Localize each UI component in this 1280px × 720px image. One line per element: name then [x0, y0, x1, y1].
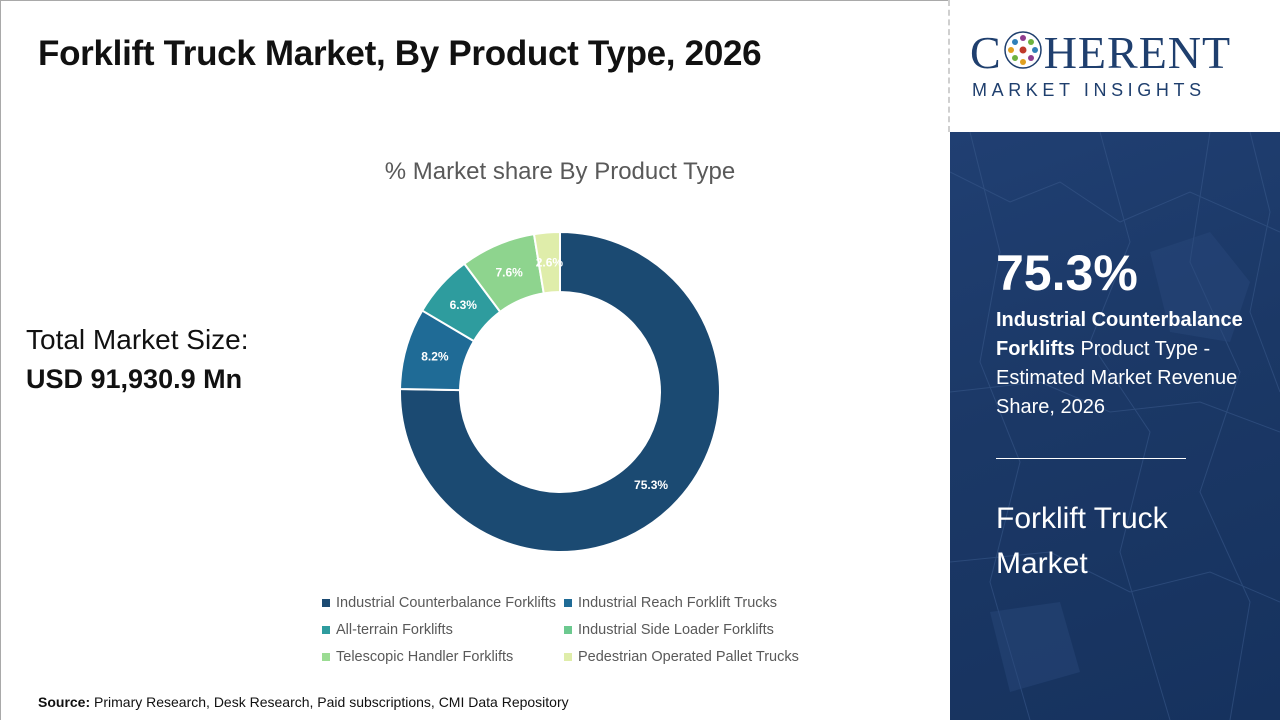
panel-divider	[948, 0, 950, 132]
slice-data-label: 7.6%	[495, 265, 523, 279]
legend-swatch	[564, 599, 572, 607]
chart-panel	[0, 0, 948, 720]
slice-data-label: 2.6%	[536, 255, 564, 269]
legend-item: All-terrain Forklifts	[322, 621, 564, 639]
legend-label: All-terrain Forklifts	[336, 622, 453, 638]
legend-swatch	[322, 626, 330, 634]
legend-label: Industrial Counterbalance Forklifts	[336, 595, 557, 611]
logo-tagline: MARKET INSIGHTS	[972, 80, 1206, 100]
logo: C HERENT MARKET INSIGHTS	[950, 0, 1280, 132]
separator-line	[996, 458, 1186, 459]
source-label: Source:	[38, 694, 91, 710]
donut-slice	[532, 230, 561, 295]
chart-legend: Industrial Counterbalance Forklifts Indu…	[322, 594, 842, 666]
legend-item: Pedestrian Operated Pallet Trucks	[564, 648, 824, 666]
slice-data-label: 75.3%	[634, 478, 668, 492]
logo-letter-c: C	[970, 27, 1002, 78]
total-market-size-value: USD 91,930.9 Mn	[26, 364, 243, 394]
legend-item: Industrial Reach Forklift Trucks	[564, 594, 824, 612]
highlight-description: Industrial Counterbalance Forklifts Prod…	[996, 306, 1266, 422]
legend-swatch	[564, 653, 572, 661]
highlight-panel: 75.3% Industrial Counterbalance Forklift…	[950, 132, 1280, 720]
globe-icon	[1003, 31, 1042, 69]
donut-chart: 75.3% 8.2% 6.3% 7.6% 2.6%	[399, 230, 721, 553]
map-background	[950, 132, 1280, 720]
legend-item: Telescopic Handler Forklifts	[322, 648, 564, 666]
total-market-size-label: Total Market Size:	[26, 324, 249, 355]
legend-item: Industrial Counterbalance Forklifts	[322, 594, 564, 612]
source-note: Source: Primary Research, Desk Research,…	[38, 694, 569, 710]
slice-data-label: 6.3%	[450, 298, 478, 312]
legend-swatch	[322, 599, 330, 607]
donut-slice	[399, 230, 721, 553]
highlight-caption: Product Type - Estimated Market Revenue …	[996, 338, 1238, 418]
logo-wordmark: C HERENT	[970, 30, 1231, 76]
highlight-percent: 75.3%	[996, 245, 1138, 301]
legend-item: Industrial Side Loader Forklifts	[564, 621, 824, 639]
slice-data-label: 8.2%	[421, 350, 449, 364]
legend-label: Industrial Reach Forklift Trucks	[578, 595, 778, 611]
legend-swatch	[322, 653, 330, 661]
legend-label: Telescopic Handler Forklifts	[336, 649, 514, 665]
highlight-segment-name: Industrial Counterbalance Forklifts	[996, 309, 1243, 360]
page-title: Forklift Truck Market, By Product Type, …	[38, 34, 762, 73]
legend-label: Pedestrian Operated Pallet Trucks	[578, 649, 799, 665]
logo-letters-rest: HERENT	[1043, 27, 1232, 78]
market-name: Forklift Truck Market	[996, 502, 1168, 580]
source-text: Primary Research, Desk Research, Paid su…	[94, 694, 569, 710]
legend-label: Industrial Side Loader Forklifts	[578, 622, 774, 638]
legend-swatch	[564, 626, 572, 634]
chart-title: % Market share By Product Type	[384, 158, 736, 185]
